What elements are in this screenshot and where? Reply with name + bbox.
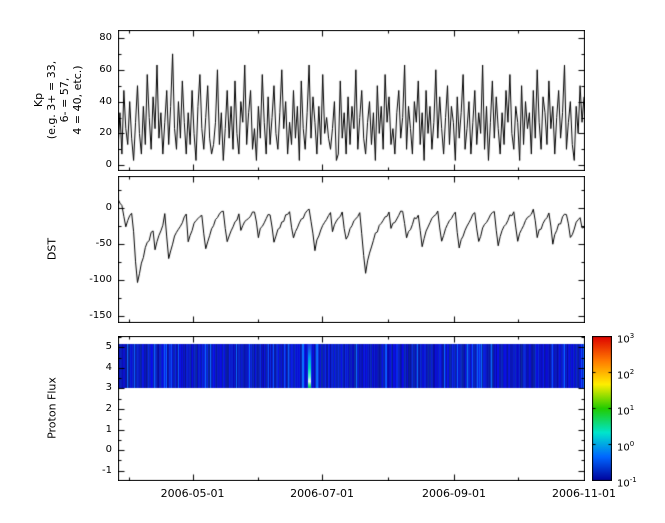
- kp-ytick-label: 20: [99, 127, 112, 139]
- colorbar-tick-exp: 1: [629, 404, 635, 412]
- flux-ytick-label: 3: [105, 382, 112, 394]
- kp-axis-title-line1: Kp: [32, 92, 45, 108]
- xtick-label-date: 2006-09-01: [422, 487, 486, 500]
- proton-flux-axis-title: Proton Flux: [45, 377, 59, 439]
- flux-ytick-label: 5: [105, 341, 112, 353]
- dst-ytick-label: -50: [95, 238, 112, 250]
- flux-ytick-label: 4: [105, 361, 112, 373]
- kp-ytick-label: 80: [99, 31, 112, 43]
- colorbar-tick-base: 10: [617, 406, 630, 418]
- xtick-label-date: 2006-11-01: [552, 487, 616, 500]
- kp-ytick-label: 40: [99, 95, 112, 107]
- colorbar-tick-base: 10: [617, 334, 630, 346]
- dst-axis-title: DST: [45, 237, 59, 261]
- colorbar-tick-base: 10: [617, 442, 630, 454]
- colorbar-tick-label: 10-1: [617, 473, 637, 491]
- colorbar-tick-base: 10: [617, 478, 630, 490]
- colorbar-tick-label: 102: [617, 365, 634, 383]
- colorbar-tick-exp: -1: [629, 476, 637, 484]
- dst-ytick-label: -100: [89, 274, 112, 286]
- flux-ytick-label: 1: [105, 423, 112, 435]
- dst-plot-canvas: [118, 176, 585, 323]
- colorbar-tick-label: 103: [617, 329, 634, 347]
- colorbar-tick-exp: 0: [629, 440, 635, 448]
- colorbar-tick-label: 100: [617, 437, 634, 455]
- kp-ytick-label: 0: [105, 159, 112, 171]
- kp-plot-canvas: [118, 30, 585, 171]
- colorbar-tick-exp: 2: [629, 368, 635, 376]
- colorbar-tick-exp: 3: [629, 332, 635, 340]
- colorbar-tick-base: 10: [617, 370, 630, 382]
- dst-ytick-label: -150: [89, 310, 112, 322]
- proton-flux-spectrogram-canvas: [118, 336, 585, 481]
- kp-axis-title-line4: 4 = 40, etc.): [71, 65, 84, 135]
- kp-axis-title: Kp (e.g. 3+ = 33, 6- = 57, 4 = 40, etc.): [32, 61, 84, 139]
- dst-ytick-label: 0: [105, 202, 112, 214]
- kp-ytick-label: 60: [99, 63, 112, 75]
- colorbar-tick-label: 101: [617, 401, 634, 419]
- xtick-label-date: 2006-07-01: [290, 487, 355, 500]
- kp-axis-title-line2: (e.g. 3+ = 33,: [45, 60, 58, 140]
- xtick-label-date: 2006-05-01: [160, 487, 225, 500]
- flux-ytick-label: 0: [105, 444, 112, 456]
- kp-axis-title-line3: 6- = 57,: [58, 77, 71, 123]
- flux-ytick-label: -1: [102, 464, 112, 476]
- flux-ytick-label: 2: [105, 403, 112, 415]
- colorbar-canvas: [592, 336, 612, 481]
